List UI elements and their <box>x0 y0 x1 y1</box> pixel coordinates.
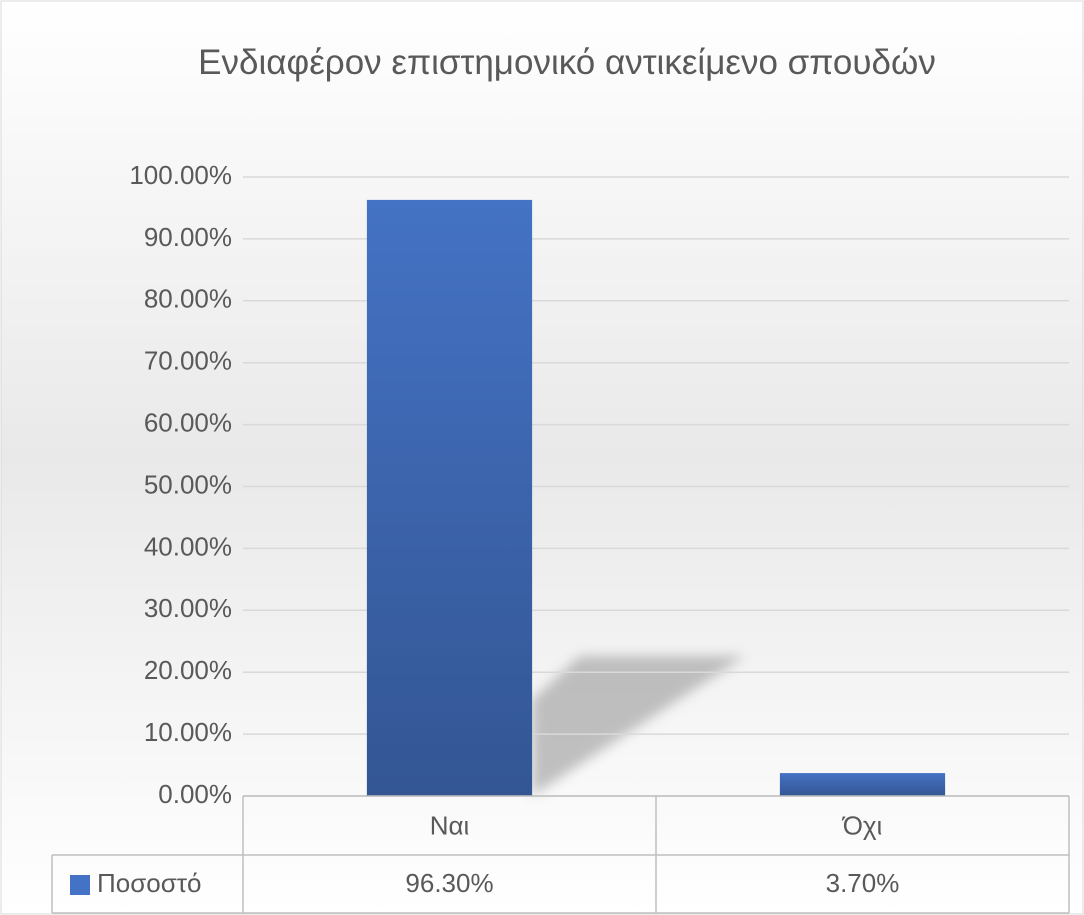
legend-label: Ποσοστό <box>97 868 202 898</box>
bar-shading <box>779 773 946 796</box>
y-tick-label: 20.00% <box>144 655 232 685</box>
bar-shadow <box>532 656 745 796</box>
chart-title: Ενδιαφέρον επιστημονικό αντικείμενο σπου… <box>198 43 936 82</box>
y-tick-label: 70.00% <box>144 346 232 376</box>
data-table-value: 3.70% <box>826 868 900 898</box>
y-tick-label: 60.00% <box>144 407 232 437</box>
data-table-value: 96.30% <box>405 868 493 898</box>
y-tick-label: 10.00% <box>144 717 232 747</box>
y-tick-label: 80.00% <box>144 284 232 314</box>
bar-shading <box>366 199 533 796</box>
legend-swatch <box>70 875 90 895</box>
x-tick-label: Όχι <box>842 810 883 840</box>
y-tick-label: 30.00% <box>144 593 232 623</box>
y-tick-label: 100.00% <box>129 160 232 190</box>
y-tick-label: 0.00% <box>158 779 232 809</box>
y-tick-label: 40.00% <box>144 531 232 561</box>
x-tick-label: Ναι <box>430 810 470 840</box>
y-tick-label: 50.00% <box>144 469 232 499</box>
y-tick-label: 90.00% <box>144 222 232 252</box>
